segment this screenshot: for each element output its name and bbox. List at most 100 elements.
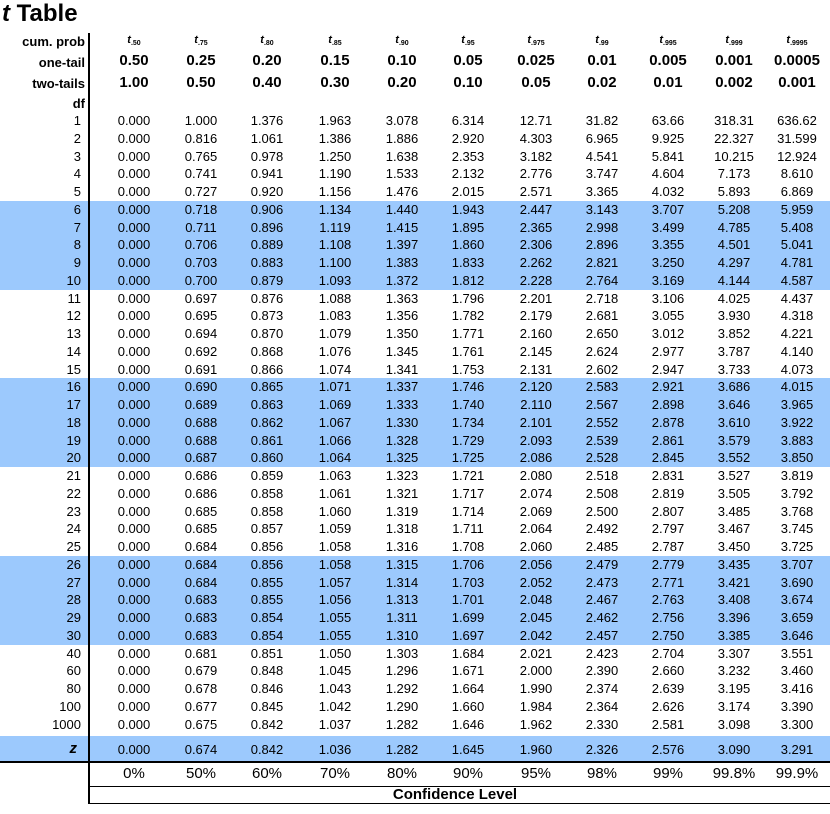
table-cell: 22.327 (714, 130, 754, 146)
two-tails-value: 1.00 (119, 74, 149, 91)
table-cell: 1.323 (385, 468, 419, 483)
table-cell: 1.333 (385, 397, 419, 412)
table-cell: 1.315 (385, 556, 419, 572)
table-cell: 1.071 (318, 379, 352, 395)
table-cell: 1.372 (385, 272, 419, 288)
table-cell: 1.108 (318, 237, 352, 253)
table-cell: 4.541 (585, 148, 619, 164)
table-cell: 0.858 (250, 503, 284, 519)
table-cell: 1.050 (318, 645, 352, 661)
table-cell: 2.074 (519, 485, 553, 501)
table-cell: 1.963 (318, 113, 352, 128)
table-cell: 3.768 (780, 503, 814, 519)
table-cell: 1.415 (385, 219, 419, 235)
table-cell: 2.821 (585, 255, 619, 270)
confidence-value: 99.8% (712, 765, 756, 782)
df-value: 1000 (52, 716, 81, 732)
table-cell: 0.697 (184, 290, 218, 306)
table-cell: 1.292 (385, 681, 419, 696)
table-cell: 1.943 (451, 201, 485, 217)
table-cell: 2.660 (651, 663, 685, 679)
table-cell: 4.501 (717, 237, 751, 253)
table-cell: 3.143 (585, 201, 619, 217)
table-cell: 1.316 (385, 539, 419, 554)
table-cell: 2.262 (519, 255, 553, 270)
table-cell: 2.048 (519, 592, 553, 608)
z-row-label: z (69, 740, 78, 757)
table-cell: 1.043 (318, 681, 352, 696)
df-value: 40 (66, 645, 81, 661)
table-cell: 1.533 (385, 166, 419, 182)
table-cell: 3.174 (717, 698, 751, 714)
table-cell: 1.058 (318, 556, 352, 572)
z-row-cell: 1.282 (385, 742, 419, 757)
table-cell: 318.31 (714, 113, 754, 128)
table-cell: 0.861 (250, 432, 284, 448)
df-value: 10 (66, 272, 81, 288)
table-cell: 1.397 (385, 237, 419, 253)
table-cell: 0.695 (184, 308, 218, 324)
table-cell: 0.681 (184, 645, 218, 661)
table-cell: 1.725 (451, 450, 485, 466)
table-cell: 0.879 (250, 272, 284, 288)
table-cell: 0.000 (117, 556, 151, 572)
table-cell: 3.686 (717, 379, 751, 395)
df-value: 17 (66, 397, 81, 412)
table-cell: 1.638 (385, 148, 419, 164)
table-cell: 2.064 (519, 521, 553, 537)
table-cell: 0.727 (184, 184, 218, 199)
table-cell: 3.747 (585, 166, 619, 182)
table-cell: 1.363 (385, 290, 419, 306)
table-cell: 9.925 (651, 130, 685, 146)
table-cell: 0.000 (117, 645, 151, 661)
table-cell: 1.310 (385, 627, 419, 643)
table-cell: 1.383 (385, 255, 419, 270)
table-cell: 1.037 (318, 716, 352, 732)
table-cell: 1.059 (318, 521, 352, 537)
table-cell: 1.714 (451, 503, 485, 519)
table-cell: 1.061 (318, 485, 352, 501)
table-cell: 2.353 (451, 148, 485, 164)
table-cell: 1.376 (250, 113, 284, 128)
df-value: 6 (73, 201, 81, 217)
df-value: 21 (66, 468, 81, 483)
z-row-band (0, 736, 830, 761)
table-cell: 2.457 (585, 627, 619, 643)
table-cell: 3.792 (780, 485, 814, 501)
table-cell: 3.725 (780, 539, 814, 554)
table-cell: 2.776 (519, 166, 553, 182)
table-cell: 3.787 (717, 343, 751, 359)
table-cell: 2.485 (585, 539, 619, 554)
two-tails-value: 0.01 (653, 74, 683, 91)
table-cell: 0.684 (184, 556, 218, 572)
table-cell: 3.527 (717, 468, 751, 483)
table-cell: 0.692 (184, 343, 218, 359)
table-cell: 1.060 (318, 503, 352, 519)
table-cell: 0.906 (250, 201, 284, 217)
table-cell: 1.079 (318, 326, 352, 341)
table-cell: 0.000 (117, 450, 151, 466)
table-cell: 3.930 (717, 308, 751, 324)
table-cell: 2.015 (451, 184, 485, 199)
table-cell: 0.868 (250, 343, 284, 359)
one-tail-value: 0.20 (252, 52, 282, 69)
table-cell: 0.741 (184, 166, 218, 182)
table-cell: 2.539 (585, 432, 619, 448)
table-cell: 2.447 (519, 201, 553, 217)
table-cell: 0.870 (250, 326, 284, 341)
table-cell: 1.337 (385, 379, 419, 395)
table-cell: 0.000 (117, 113, 151, 128)
table-cell: 2.131 (519, 361, 553, 377)
table-cell: 2.120 (519, 379, 553, 395)
table-cell: 0.688 (184, 432, 218, 448)
table-cell: 1.055 (318, 610, 352, 625)
horizontal-rule (88, 786, 830, 787)
t-symbol-header: t.975 (527, 34, 545, 47)
table-cell: 0.865 (250, 379, 284, 395)
table-cell: 4.140 (780, 343, 814, 359)
df-value: 14 (66, 343, 81, 359)
table-cell: 0.000 (117, 148, 151, 164)
table-cell: 1.476 (385, 184, 419, 199)
df-value: 19 (66, 432, 81, 448)
table-cell: 0.000 (117, 130, 151, 146)
